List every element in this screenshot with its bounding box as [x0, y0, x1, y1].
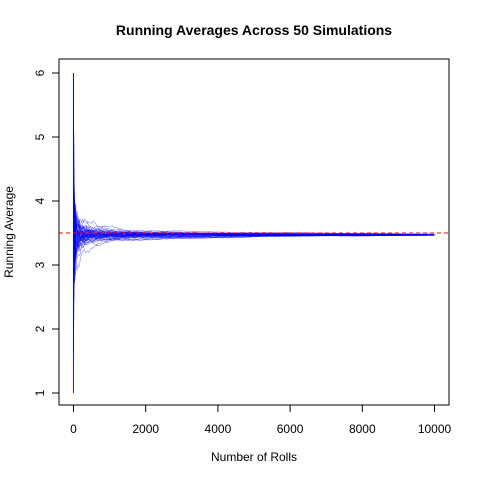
series-line — [73, 196, 435, 330]
series-line — [73, 200, 435, 266]
series-line — [73, 197, 435, 330]
series-line — [73, 72, 435, 298]
x-tick-label: 10000 — [418, 422, 452, 436]
series-line — [73, 205, 435, 330]
series-line — [73, 72, 435, 282]
series-line — [73, 231, 435, 394]
series-line — [73, 200, 435, 278]
x-tick-label: 8000 — [349, 422, 376, 436]
series-line — [73, 200, 435, 280]
series-line — [73, 210, 435, 298]
y-tick-label: 4 — [33, 197, 47, 204]
x-axis: 0 2000 4000 6000 8000 10000 — [70, 404, 452, 436]
series-line — [73, 200, 435, 298]
series-line — [73, 179, 435, 330]
series-line — [73, 200, 435, 362]
series-line — [73, 200, 435, 394]
series-line — [73, 72, 435, 287]
series-line — [73, 72, 435, 287]
series-line — [73, 72, 435, 266]
series-line — [73, 124, 435, 240]
series-line — [73, 171, 435, 266]
series-line — [73, 208, 435, 394]
chart-title: Running Averages Across 50 Simulations — [116, 22, 392, 38]
y-axis: 1 2 3 4 5 6 — [33, 69, 60, 396]
series-line — [73, 136, 435, 294]
series-line — [73, 104, 435, 235]
series-line — [73, 200, 435, 266]
y-tick-label: 2 — [33, 325, 47, 332]
series-line — [73, 136, 435, 266]
series-line — [73, 72, 435, 240]
y-axis-title: Running Average — [2, 186, 16, 278]
series-line — [73, 136, 435, 266]
y-tick-label: 3 — [33, 261, 47, 268]
x-tick-label: 4000 — [205, 422, 232, 436]
x-tick-label: 0 — [70, 422, 77, 436]
x-tick-label: 2000 — [132, 422, 159, 436]
series-line — [73, 231, 435, 351]
series-line — [73, 72, 435, 238]
x-axis-title: Number of Rolls — [211, 450, 297, 464]
y-tick-label: 6 — [33, 69, 47, 76]
series-line — [73, 227, 435, 362]
series-line — [73, 220, 435, 330]
series-line — [73, 104, 435, 263]
series-line — [73, 200, 435, 308]
series-layer — [73, 72, 435, 394]
series-line — [73, 168, 435, 266]
series-line — [73, 233, 435, 394]
y-tick-label: 5 — [33, 133, 47, 140]
series-line — [73, 218, 435, 394]
series-line — [73, 136, 435, 274]
series-line — [73, 200, 435, 266]
series-line — [73, 72, 435, 238]
x-tick-label: 6000 — [277, 422, 304, 436]
series-line — [73, 72, 435, 236]
series-line — [73, 136, 435, 239]
series-line — [73, 72, 435, 241]
series-line — [73, 222, 435, 394]
series-line — [73, 171, 435, 330]
series-line — [73, 210, 435, 298]
series-line — [73, 219, 435, 342]
series-line — [73, 94, 435, 242]
y-tick-label: 1 — [33, 389, 47, 396]
series-line — [73, 233, 435, 304]
series-line — [73, 200, 435, 266]
series-line — [73, 104, 435, 239]
series-line — [73, 232, 435, 394]
